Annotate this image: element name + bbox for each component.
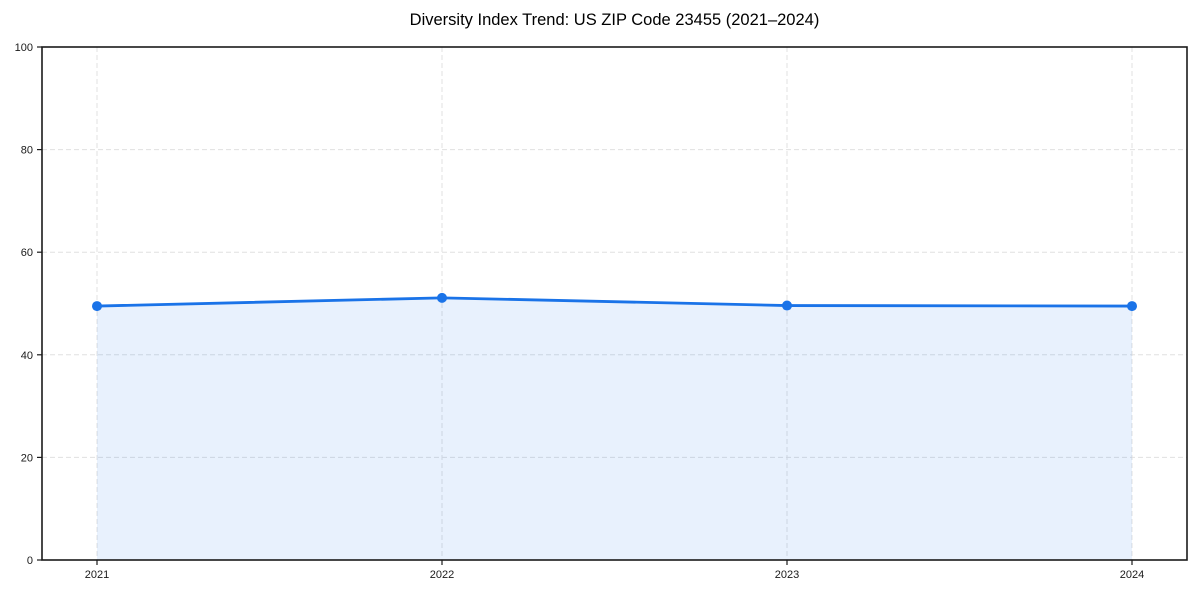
y-tick-label: 40 [21,350,33,362]
y-tick-label: 20 [21,452,33,464]
area-fill [97,297,1132,560]
y-tick-label: 80 [21,145,33,157]
y-tick-label: 100 [15,42,33,54]
chart-title: Diversity Index Trend: US ZIP Code 23455… [409,11,820,29]
trend-line [95,296,1134,308]
data-point-2021 [92,301,102,312]
y-tick-label: 60 [21,247,33,259]
x-tick-label: 2023 [775,569,799,581]
x-tick-label: 2022 [430,569,454,581]
y-tick-label: 0 [27,555,33,567]
x-tick-label: 2024 [1120,569,1144,581]
data-point-2023 [782,300,792,311]
x-tick-label: 2021 [85,569,109,581]
data-point-2022 [437,292,447,303]
data-point-2024 [1127,301,1137,312]
axes-frame [41,46,1188,561]
